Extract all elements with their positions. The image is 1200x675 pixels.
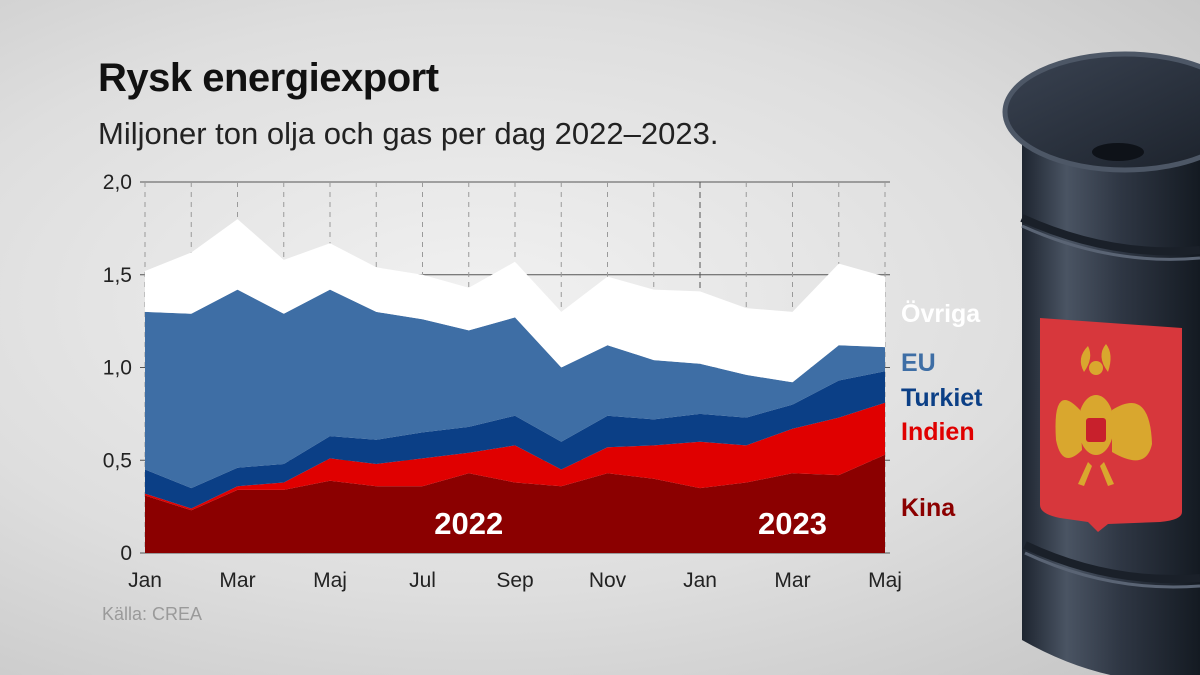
- legend-label-ovriga: Övriga: [901, 299, 981, 328]
- area-series-ovriga: [145, 219, 885, 383]
- area-series-kina: [145, 454, 885, 553]
- x-tick-label: Mar: [774, 569, 810, 592]
- y-tick-label: 0,5: [103, 449, 132, 472]
- x-tick-label: Sep: [496, 569, 533, 592]
- legend-label-indien: Indien: [901, 418, 975, 446]
- x-tick-label: Jan: [683, 569, 717, 592]
- x-axis-ticks: Jan Mar Maj Jul Sep Nov Jan Mar Maj: [128, 569, 902, 592]
- y-tick-label: 1,0: [103, 357, 132, 380]
- legend: Övriga EU Turkiet Indien Kina: [901, 299, 983, 522]
- x-tick-label: Nov: [589, 569, 627, 592]
- y-axis-ticks: 0 0,5 1,0 1,5 2,0: [103, 171, 132, 565]
- chart-subtitle: Miljoner ton olja och gas per dag 2022–2…: [98, 116, 719, 151]
- year-label: 2023: [758, 506, 827, 541]
- y-tick-label: 1,5: [103, 264, 132, 287]
- legend-label-eu: EU: [901, 349, 936, 377]
- area-series-turkiet: [145, 371, 885, 509]
- legend-label-kina: Kina: [901, 494, 956, 522]
- source-note: Källa: CREA: [102, 604, 203, 624]
- x-tick-label: Maj: [313, 569, 347, 592]
- y-tick-label: 0: [120, 542, 132, 565]
- area-series-eu: [145, 289, 885, 489]
- legend-label-turkiet: Turkiet: [901, 384, 983, 412]
- area-series-indien: [145, 402, 885, 511]
- year-labels: 2022 2023: [434, 506, 827, 541]
- chart-title: Rysk energiexport: [98, 56, 439, 100]
- area-series-group: [145, 219, 885, 553]
- russian-coat-of-arms-icon: [1040, 318, 1182, 532]
- x-tick-label: Maj: [868, 569, 902, 592]
- oil-barrel-icon: [1002, 51, 1200, 675]
- year-label: 2022: [434, 506, 503, 541]
- x-tick-label: Jan: [128, 569, 162, 592]
- x-tick-label: Jul: [409, 569, 436, 592]
- x-tick-label: Mar: [219, 569, 255, 592]
- y-tick-label: 2,0: [103, 171, 132, 194]
